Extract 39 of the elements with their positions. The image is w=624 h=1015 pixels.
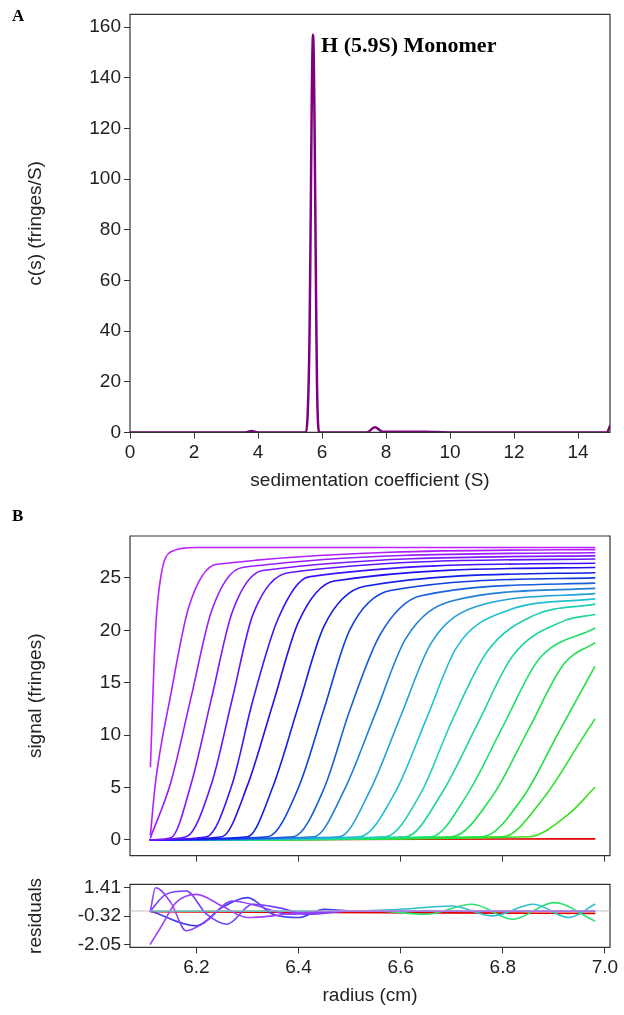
- x-tick-label: 0: [124, 441, 136, 463]
- chart-title: A: [12, 6, 25, 26]
- y-tick-label: 80: [99, 217, 121, 239]
- y-tick-label: 25: [99, 566, 121, 588]
- y-tick-label: -2.05: [77, 933, 121, 955]
- y-tick-label: 20: [99, 618, 121, 640]
- y-tick-label: 20: [99, 369, 121, 391]
- chart-title: B: [12, 506, 24, 526]
- y-tick-label: 0: [110, 828, 121, 850]
- x-tick-label: 10: [439, 441, 461, 463]
- y-tick-label: 15: [99, 670, 121, 692]
- y-tick-label: 60: [99, 268, 121, 290]
- x-tick-label: 4: [252, 441, 264, 463]
- x-tick-label: 12: [503, 441, 525, 463]
- y-tick-label: 100: [89, 167, 121, 189]
- y-tick-label: 120: [89, 116, 121, 138]
- y-tick-label: 160: [89, 15, 121, 37]
- x-tick-label: 2: [188, 441, 200, 463]
- x-tick-label: 6.8: [489, 956, 516, 978]
- x-tick-label: 6.6: [387, 956, 414, 978]
- x-axis-title: radius (cm): [322, 983, 418, 1005]
- x-tick-label: 6.2: [183, 956, 210, 978]
- y-tick-label: 40: [99, 319, 121, 341]
- y-tick-label: -0.32: [77, 904, 121, 926]
- y-axis-title: c(s) (fringes/S): [23, 161, 45, 286]
- y-tick-label: 140: [89, 65, 121, 87]
- x-tick-label: 6: [316, 441, 328, 463]
- y-axis-title: signal (fringes): [23, 633, 45, 759]
- y-axis-title: residuals: [23, 877, 45, 954]
- y-tick-label: 5: [110, 775, 121, 797]
- x-tick-label: 14: [567, 441, 589, 463]
- y-tick-label: 1.41: [84, 875, 121, 897]
- y-tick-label: 0: [110, 420, 121, 442]
- x-tick-label: 6.4: [285, 956, 313, 978]
- x-axis-title: sedimentation coefficient (S): [250, 468, 490, 490]
- x-tick-label: 7.0: [591, 956, 619, 978]
- x-tick-label: 8: [380, 441, 392, 463]
- annotation: H (5.9S) Monomer: [321, 32, 497, 58]
- y-tick-label: 10: [99, 723, 121, 745]
